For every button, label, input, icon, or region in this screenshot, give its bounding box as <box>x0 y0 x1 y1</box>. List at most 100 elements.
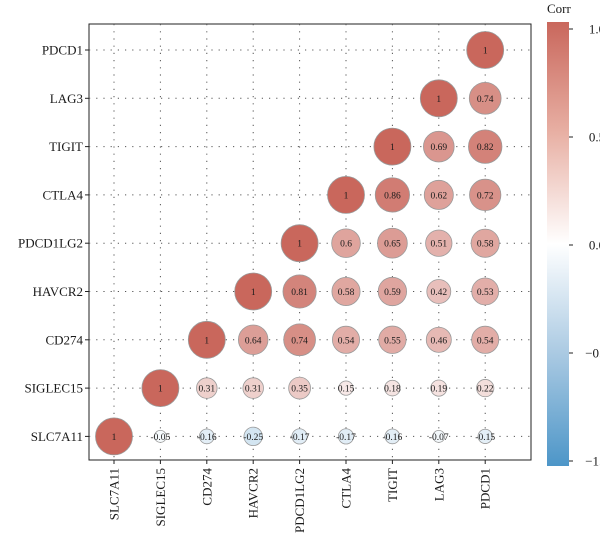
corr-circle <box>432 429 446 443</box>
corr-value-label: -0.15 <box>475 433 495 443</box>
corr-circle <box>141 369 180 408</box>
corr-value-label: 1 <box>204 336 209 346</box>
corr-circle <box>288 376 311 400</box>
corr-circle <box>419 79 458 118</box>
corr-circle <box>476 379 495 398</box>
corr-circle <box>338 380 354 396</box>
y-axis: PDCD1 LAG3 TIGIT CTLA4 PDCD1LG2 HAVCR2 CD274 SI… <box>18 43 89 444</box>
corr-circle <box>423 130 455 163</box>
y-tick-label: PDCD1 <box>42 43 83 58</box>
corr-circle <box>377 276 408 307</box>
corr-value-label: 0.65 <box>384 240 401 250</box>
corr-circle <box>331 277 361 306</box>
x-tick-label: SLC7A11 <box>107 468 122 520</box>
corr-circle <box>196 377 218 399</box>
corr-value-label: 0.54 <box>338 336 355 346</box>
corr-circle <box>282 274 317 309</box>
corr-value-label: 0.69 <box>430 143 447 153</box>
corr-value-label: 0.86 <box>384 191 401 201</box>
y-tick-label: HAVCR2 <box>33 284 83 299</box>
corr-circle <box>291 428 308 445</box>
corr-circle <box>327 175 365 214</box>
corr-circle <box>95 417 133 456</box>
colorbar: Corr 1.0 0.5 0.0 −0.5 −1.0 <box>547 1 600 469</box>
corr-value-label: -0.17 <box>336 433 356 443</box>
corr-value-label: 0.42 <box>430 288 447 298</box>
corr-value-label: 0.31 <box>245 385 262 395</box>
corr-value-label: 0.62 <box>430 191 447 201</box>
x-tick-label: HAVCR2 <box>246 468 261 518</box>
corr-circle <box>468 81 502 115</box>
corr-value-label: -0.25 <box>243 433 263 443</box>
corr-value-label: -0.17 <box>290 433 310 443</box>
corr-value-label: 0.54 <box>477 336 494 346</box>
corr-value-label: 1 <box>483 47 488 57</box>
colorbar-tick-label: 0.5 <box>589 130 600 145</box>
corr-circle <box>187 320 226 359</box>
corr-circle <box>469 178 502 211</box>
x-tick-label: TIGIT <box>385 468 400 502</box>
x-axis: SLC7A11 SIGLEC15 CD274 HAVCR2 PDCD1LG2 CTLA4 T… <box>107 460 493 533</box>
corr-circle <box>471 325 500 354</box>
corr-circle <box>423 179 454 210</box>
corr-circle <box>477 428 493 444</box>
corr-value-label: 0.51 <box>430 240 447 250</box>
colorbar-tick-label: −0.5 <box>585 346 600 361</box>
corr-circle <box>280 224 319 263</box>
corr-value-label: -0.07 <box>429 433 449 443</box>
corr-circle <box>374 177 410 213</box>
corr-circle <box>430 379 448 397</box>
corr-value-label: -0.16 <box>383 433 403 443</box>
corr-value-label: 1 <box>436 95 441 105</box>
corr-circle <box>377 227 408 259</box>
corr-value-label: 0.58 <box>477 240 494 250</box>
y-tick-label: TIGIT <box>49 139 83 154</box>
x-tick-label: SIGLEC15 <box>153 468 168 527</box>
y-tick-label: SLC7A11 <box>31 429 83 444</box>
corr-value-label: 0.59 <box>384 288 401 298</box>
corr-value-label: 0.64 <box>245 336 262 346</box>
corr-circle <box>237 324 269 356</box>
corr-circle <box>466 31 505 69</box>
corr-value-label: 0.46 <box>430 336 447 346</box>
corr-value-label: 0.74 <box>477 95 494 105</box>
corr-value-label: 0.58 <box>338 288 355 298</box>
colorbar-tick-label: 0.0 <box>589 238 600 253</box>
corr-value-label: 0.15 <box>338 385 355 395</box>
corr-value-label: -0.05 <box>151 433 171 443</box>
corr-value-label: 0.18 <box>384 385 401 395</box>
corr-value-label: 1 <box>112 433 117 443</box>
y-tick-label: CTLA4 <box>43 187 84 202</box>
corr-circle <box>331 228 361 258</box>
corr-value-label: 0.35 <box>291 385 308 395</box>
corr-value-label: 1 <box>158 385 163 395</box>
corr-circle <box>425 326 452 353</box>
corr-circle <box>234 272 273 311</box>
corr-circle <box>153 429 167 443</box>
plot-frame <box>88 23 532 461</box>
corr-circle <box>468 129 503 164</box>
corr-value-label: 0.31 <box>198 385 215 395</box>
corr-value-label: -0.16 <box>197 433 217 443</box>
corr-circle <box>384 379 401 397</box>
corr-circle <box>199 428 215 445</box>
corr-value-label: 0.6 <box>340 240 352 250</box>
corr-circle <box>337 428 355 445</box>
corr-value-label: 1 <box>390 143 395 153</box>
corr-circle <box>425 229 453 257</box>
corr-value-label: 1 <box>297 240 302 250</box>
corr-value-label: 0.19 <box>430 385 447 395</box>
corr-value-label: 0.74 <box>291 336 308 346</box>
y-tick-label: SIGLEC15 <box>25 381 84 396</box>
corr-value-label: 1 <box>251 288 256 298</box>
colorbar-tick-label: −1.0 <box>585 454 600 469</box>
corr-value-label: 0.53 <box>477 288 494 298</box>
corr-circle <box>243 426 263 447</box>
corr-circle <box>378 325 407 354</box>
corr-circle <box>470 228 500 258</box>
x-tick-label: PDCD1 <box>478 468 493 509</box>
corr-value-label: 0.72 <box>477 191 494 201</box>
corr-circle <box>426 279 452 304</box>
corr-circle <box>242 377 264 399</box>
